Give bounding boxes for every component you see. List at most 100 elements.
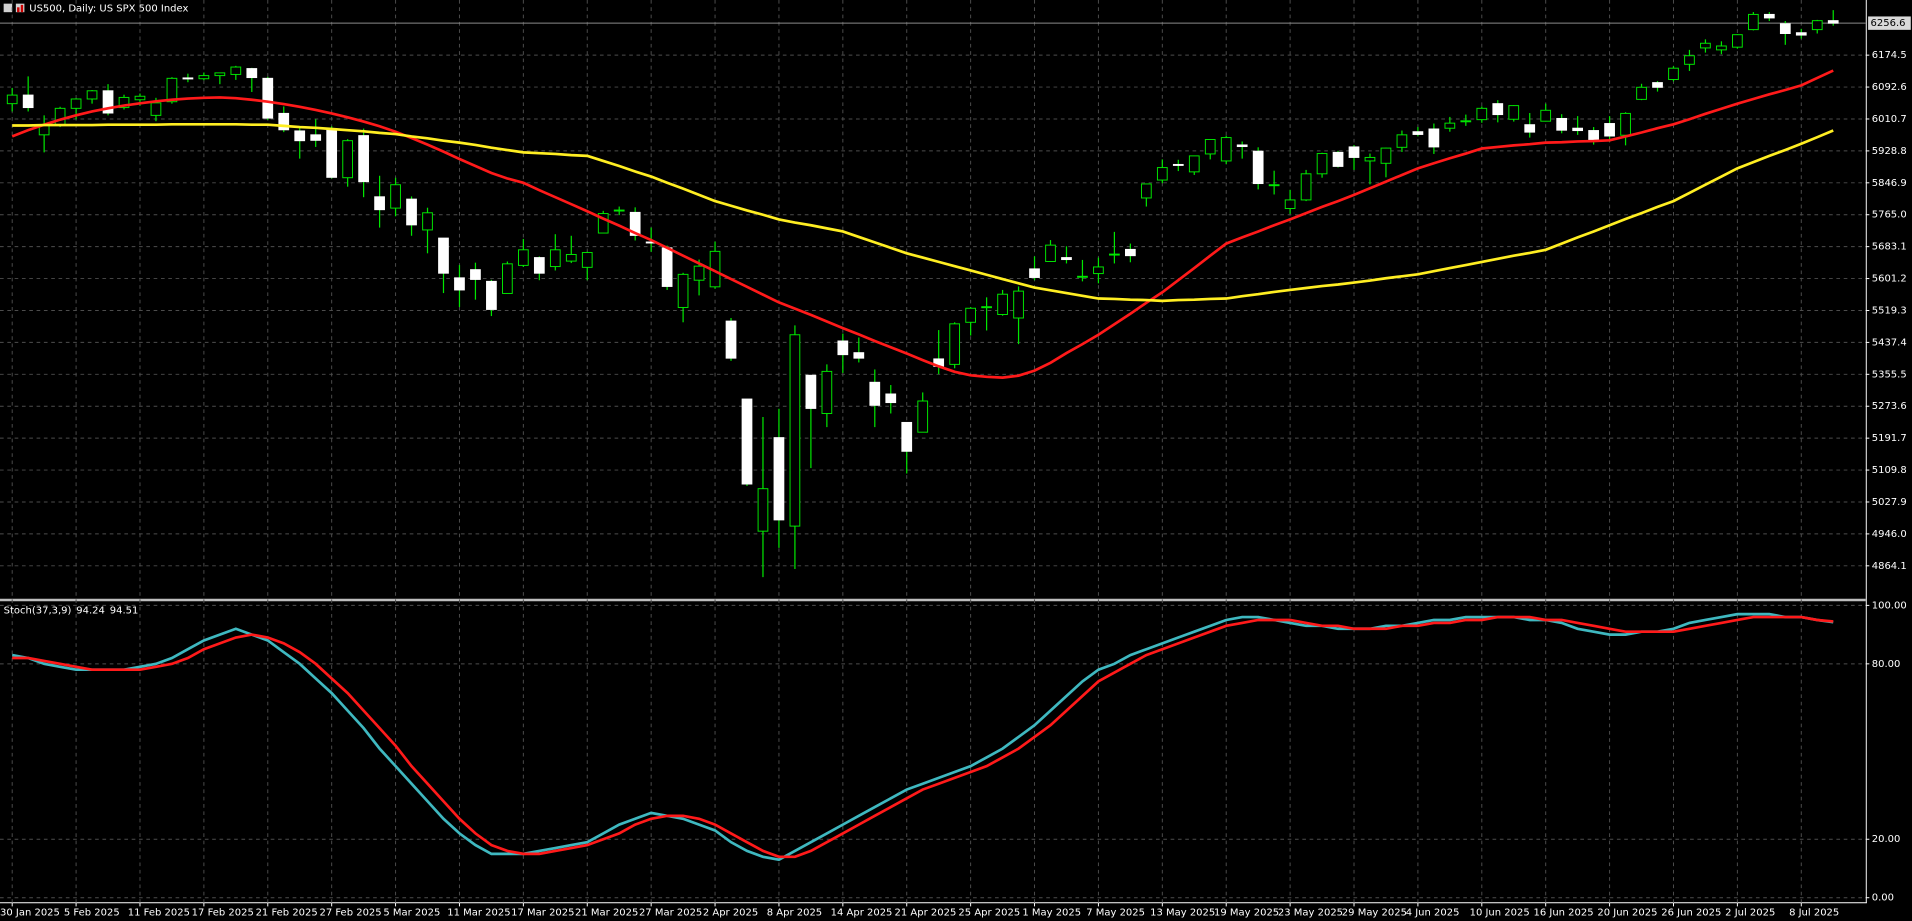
candle-body [1492, 103, 1504, 116]
menu-icon[interactable] [3, 3, 13, 13]
candle-body [1700, 42, 1711, 49]
x-tick-label: 27 Mar 2025 [639, 907, 702, 918]
candle-body [358, 135, 369, 183]
candle-body [1604, 123, 1615, 137]
candle-body [837, 340, 849, 356]
x-tick-label: 11 Mar 2025 [447, 907, 510, 918]
indicator-line [12, 615, 1834, 859]
x-tick-label: 8 Jul 2025 [1789, 907, 1839, 918]
candle-body [1252, 150, 1264, 185]
candle-body [230, 66, 242, 75]
x-tick-label: 10 Jun 2025 [1470, 907, 1530, 918]
candle-body [517, 249, 529, 266]
candle-body [1732, 34, 1743, 48]
x-tick-label: 16 Jun 2025 [1534, 907, 1594, 918]
candle-body [326, 129, 338, 178]
candle-body [166, 77, 178, 103]
x-tick-label: 23 May 2025 [1278, 907, 1343, 918]
y-tick-label: 5765.0 [1872, 210, 1907, 221]
candle-body [102, 90, 114, 114]
candle-body [182, 77, 194, 80]
x-tick-label: 21 Mar 2025 [575, 907, 638, 918]
candle-body [118, 96, 130, 109]
candle-body [1364, 156, 1376, 162]
y-tick-label: 5273.6 [1872, 401, 1907, 412]
indicator-value: 94.51 [110, 605, 139, 616]
candle-body [549, 249, 561, 268]
candle-body [1747, 13, 1759, 31]
candle-body [1284, 199, 1296, 209]
candle-body [1508, 105, 1520, 120]
candle-body [342, 140, 354, 179]
candle-body [1476, 107, 1488, 121]
candle-body [1412, 131, 1424, 135]
candle-body [1300, 173, 1312, 201]
candle-body [1156, 167, 1168, 181]
last-price-box [1868, 16, 1911, 30]
x-tick-label: 30 Jan 2025 [0, 907, 60, 918]
candle-body [1572, 127, 1584, 132]
x-tick-label: 25 Apr 2025 [958, 907, 1020, 918]
y-tick-label: 5683.1 [1872, 242, 1907, 253]
candle-body [1556, 117, 1568, 131]
candle-body [1636, 86, 1647, 100]
candle-body [1460, 120, 1472, 123]
y-tick-label: 6092.6 [1872, 82, 1907, 93]
candle-body [1125, 248, 1136, 257]
x-tick-label: 5 Mar 2025 [383, 907, 440, 918]
candle-body [805, 374, 817, 409]
last-price-label: 6256.6 [1871, 18, 1906, 29]
moving-average-line [11, 69, 1834, 379]
candle-body [757, 488, 769, 532]
y-tick-label: 6174.5 [1872, 50, 1907, 61]
x-tick-label: 17 Mar 2025 [511, 907, 574, 918]
candle-body [502, 263, 513, 294]
candle-body [693, 265, 705, 281]
candle-body [917, 400, 929, 433]
candle-body [1763, 13, 1775, 19]
candle-body [278, 112, 290, 131]
symbol-icon-bar [17, 7, 20, 13]
candle-body [454, 277, 465, 291]
x-tick-label: 21 Apr 2025 [895, 907, 957, 918]
candle-body [949, 323, 961, 365]
candle-body [613, 209, 625, 212]
candle-body [294, 130, 306, 142]
x-tick-label: 2 Apr 2025 [703, 907, 758, 918]
candle-body [422, 212, 433, 231]
symbol-icon[interactable] [15, 3, 25, 13]
y-tick-label: 100.00 [1872, 600, 1907, 611]
candle-body [869, 381, 881, 406]
candle-body [310, 134, 322, 141]
chart-title: US500, Daily: US SPX 500 Index [29, 4, 188, 15]
x-tick-label: 29 May 2025 [1342, 907, 1407, 918]
candle-body [1045, 244, 1056, 262]
candle-body [486, 280, 497, 310]
candle-body [1204, 139, 1216, 155]
candle-body [1220, 137, 1232, 162]
candle-body [438, 237, 449, 274]
candle-body [1540, 109, 1552, 122]
x-tick-label: 11 Feb 2025 [128, 907, 190, 918]
candle-body [997, 293, 1008, 315]
x-tick-label: 26 Jun 2025 [1661, 907, 1721, 918]
y-tick-label: 5027.9 [1872, 497, 1907, 508]
x-tick-label: 20 Jun 2025 [1597, 907, 1657, 918]
candle-body [965, 307, 976, 323]
candle-body [533, 257, 545, 274]
y-tick-label: 4946.0 [1872, 529, 1907, 540]
candle-body [1428, 128, 1440, 148]
candle-body [1620, 112, 1631, 136]
candle-body [981, 306, 992, 309]
candle-body [70, 98, 82, 109]
y-tick-label: 4864.1 [1872, 561, 1907, 572]
candle-body [1332, 151, 1344, 167]
candle-body [6, 94, 18, 105]
candle-body [741, 398, 753, 485]
candle-body [1684, 55, 1695, 65]
candle-body [198, 75, 210, 80]
candle-body [1077, 275, 1088, 278]
y-tick-label: 0.00 [1872, 893, 1894, 904]
